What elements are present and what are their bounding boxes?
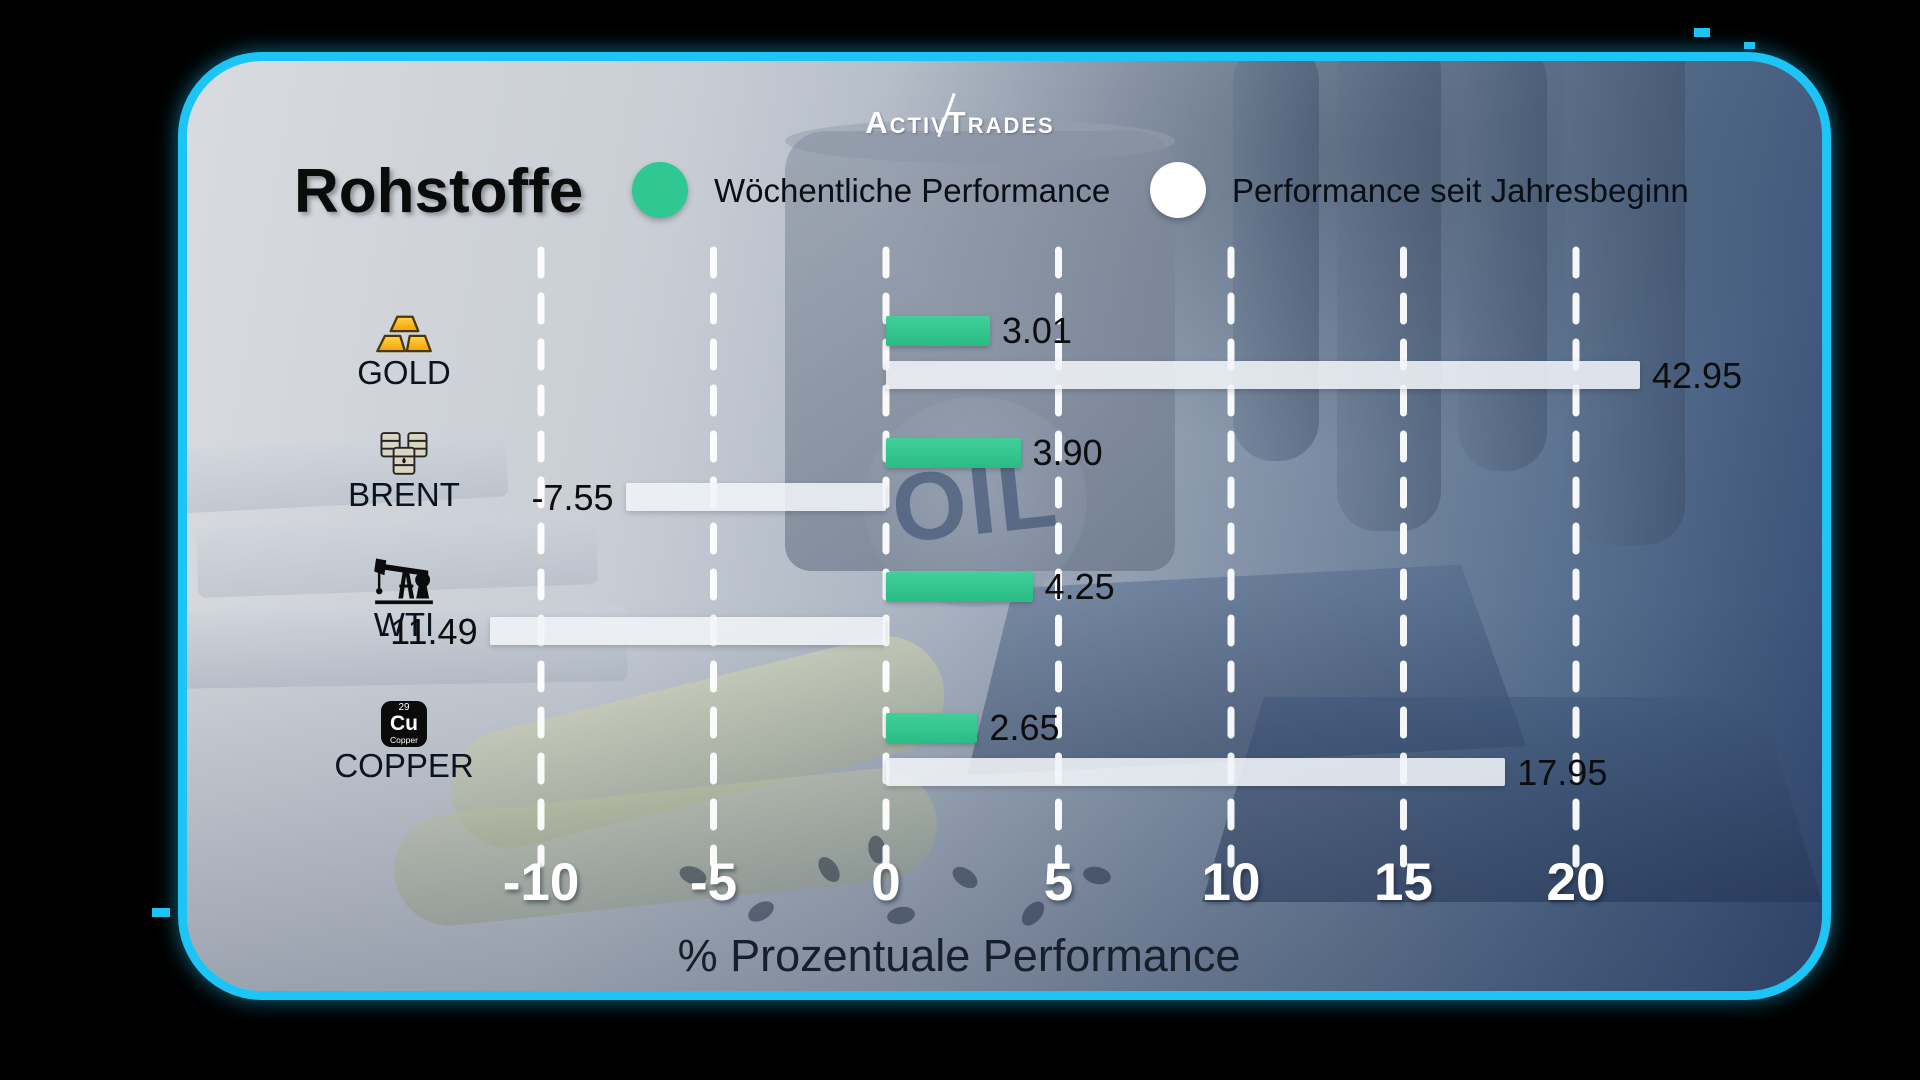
copper-symbol: Cu [390, 712, 418, 735]
bar-ytd-gold [886, 361, 1640, 389]
row-header-wti: WTI [326, 558, 482, 643]
row-header-gold: GOLD [326, 308, 482, 391]
bar-weekly-gold [886, 316, 990, 346]
copper-name: Copper [390, 735, 418, 745]
value-label-weekly-brent: 3.90 [1032, 432, 1103, 473]
x-tick-20: 20 [1546, 853, 1606, 912]
copper-element-icon: 29 Cu Copper [326, 701, 482, 747]
bar-weekly-brent [886, 438, 1021, 468]
category-label: BRENT [348, 476, 460, 513]
value-label-ytd-wti: -11.49 [378, 611, 478, 652]
legend-weekly-dot-icon [632, 162, 688, 218]
x-tick-5: 5 [1043, 853, 1074, 912]
value-label-ytd-gold: 42.95 [1652, 355, 1743, 396]
value-label-ytd-copper: 17.95 [1517, 752, 1608, 793]
value-label-weekly-copper: 2.65 [989, 707, 1060, 748]
x-tick-0: 0 [871, 853, 901, 912]
bar-ytd-wti [489, 617, 886, 645]
oil-barrels-icon [326, 430, 482, 476]
row-header-copper: 29 Cu Copper COPPER [326, 701, 482, 784]
glitch-mark [1694, 28, 1710, 37]
x-tick--5: -5 [689, 853, 738, 912]
x-axis-title: % Prozentuale Performance [677, 930, 1241, 981]
logo-word-trades: Trades [946, 105, 1055, 140]
bar-ytd-brent [625, 483, 886, 511]
activtrades-logo: Activ Trades [0, 92, 1920, 138]
gold-bars-icon [326, 308, 482, 354]
x-tick-10: 10 [1201, 853, 1261, 912]
legend-ytd-label: Performance seit Jahresbeginn [1232, 172, 1689, 209]
bar-weekly-wti [886, 572, 1033, 602]
category-label: COPPER [334, 747, 474, 784]
value-label-weekly-wti: 4.25 [1044, 566, 1115, 607]
x-tick-15: 15 [1374, 853, 1433, 912]
legend-weekly-label: Wöchentliche Performance [714, 172, 1111, 209]
copper-atomic-number: 29 [398, 702, 410, 713]
row-header-brent: BRENT [326, 430, 482, 513]
glitch-mark [1744, 42, 1755, 49]
value-label-weekly-gold: 3.01 [1001, 310, 1072, 351]
glitch-mark [152, 908, 170, 917]
value-label-ytd-brent: -7.55 [531, 477, 614, 518]
logo-word-activ: Activ [865, 105, 948, 140]
bar-weekly-copper [886, 713, 978, 743]
x-tick--10: -10 [502, 853, 580, 912]
oil-pump-icon [326, 558, 482, 606]
bar-ytd-copper [886, 758, 1506, 786]
category-label: WTI [373, 606, 435, 643]
page-title: Rohstoffe [294, 157, 584, 226]
category-label: GOLD [357, 354, 451, 391]
legend-ytd-dot-icon [1150, 162, 1206, 218]
